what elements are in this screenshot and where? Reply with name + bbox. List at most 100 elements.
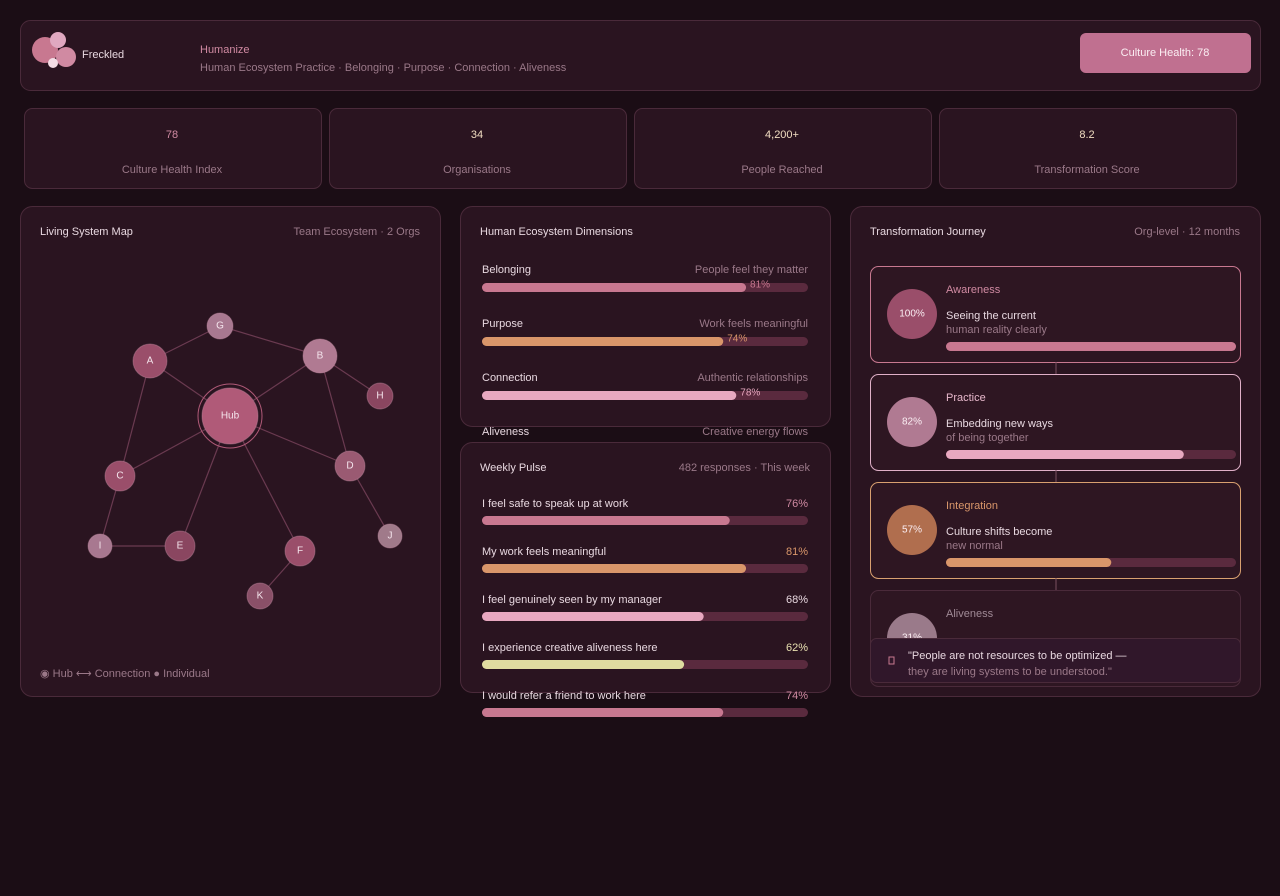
node xyxy=(334,450,366,482)
node xyxy=(302,338,338,374)
bar-fill xyxy=(482,391,737,400)
node-label: J xyxy=(388,531,393,542)
node xyxy=(132,343,168,379)
stage-sub: human reality clearly xyxy=(946,324,1047,336)
pulse-pct: 76% xyxy=(786,498,808,510)
stage-pct: 57% xyxy=(902,525,922,536)
stage-circle xyxy=(887,505,937,555)
bar-fill xyxy=(946,342,1236,351)
node-label: F xyxy=(297,546,303,557)
node xyxy=(284,535,316,567)
subtitle: Human Ecosystem Practice · Belonging · P… xyxy=(200,62,567,74)
dimension-note: Authentic relationships xyxy=(697,372,808,384)
panel-meta: Team Ecosystem · 2 Orgs xyxy=(293,226,420,238)
stage-circle xyxy=(887,289,937,339)
panel-title: Weekly Pulse xyxy=(480,462,546,474)
kpi-card xyxy=(939,108,1237,189)
connection xyxy=(219,325,321,357)
node xyxy=(104,460,136,492)
node-label: A xyxy=(147,356,154,367)
dimension-pct: 74% xyxy=(727,334,747,345)
kpi-value: 4,200+ xyxy=(765,129,799,141)
kpi-card xyxy=(329,108,627,189)
node-label: I xyxy=(99,541,102,552)
logo-dot xyxy=(56,47,76,67)
quote-line: they are living systems to be understood… xyxy=(908,666,1112,678)
pulse-question: I would refer a friend to work here xyxy=(482,690,646,702)
dimension-name: Belonging xyxy=(482,264,531,276)
stage-circle xyxy=(887,397,937,447)
kpi-card xyxy=(634,108,932,189)
node-label: G xyxy=(216,321,224,332)
node-label: D xyxy=(346,461,353,472)
badge-text[interactable]: Culture Health: 78 xyxy=(1121,47,1210,59)
bar-fill xyxy=(482,283,747,292)
stage-pct: 82% xyxy=(902,417,922,428)
node-label: B xyxy=(317,351,324,362)
stage-text: Seeing the current xyxy=(946,310,1036,322)
dimensions-panel xyxy=(460,206,831,427)
logo-dot xyxy=(48,58,58,68)
panel-title: Living System Map xyxy=(40,226,133,238)
node xyxy=(206,312,234,340)
quote-icon xyxy=(888,656,895,665)
stage-sub: of being together xyxy=(946,432,1029,444)
quote-box xyxy=(870,638,1241,683)
kpi-value: 8.2 xyxy=(1079,129,1094,141)
stage-text: Culture shifts become xyxy=(946,526,1052,538)
dimension-pct: 78% xyxy=(740,388,760,399)
panel-title: Transformation Journey xyxy=(870,226,986,238)
node xyxy=(201,387,259,445)
stage-name: Practice xyxy=(946,392,986,404)
dimension-name: Connection xyxy=(482,372,538,384)
dimension-note: Creative energy flows xyxy=(702,426,808,438)
node-label: H xyxy=(376,391,383,402)
node xyxy=(246,582,274,610)
pulse-question: I experience creative aliveness here xyxy=(482,642,657,654)
panel-meta: 482 responses · This week xyxy=(679,462,811,474)
pulse-pct: 62% xyxy=(786,642,808,654)
node xyxy=(164,530,196,562)
bar-fill xyxy=(482,337,724,346)
stage-text: Embedding new ways xyxy=(946,418,1054,430)
node-label: C xyxy=(116,471,123,482)
dimension-name: Purpose xyxy=(482,318,523,330)
node xyxy=(377,523,403,549)
pulse-pct: 81% xyxy=(786,546,808,558)
pulse-question: I feel safe to speak up at work xyxy=(482,498,629,510)
kpi-label: Culture Health Index xyxy=(122,164,223,176)
panel-title: Human Ecosystem Dimensions xyxy=(480,226,633,238)
kpi-value: 34 xyxy=(471,129,483,141)
kpi-label: Transformation Score xyxy=(1034,164,1139,176)
bar-fill xyxy=(482,516,730,525)
connection xyxy=(119,360,151,477)
node-label: K xyxy=(257,591,264,602)
pulse-question: My work feels meaningful xyxy=(482,546,606,558)
dimension-name: Aliveness xyxy=(482,426,530,438)
stage-sub: new normal xyxy=(946,540,1003,552)
bar-fill xyxy=(946,558,1112,567)
hub-ring xyxy=(197,383,263,449)
dimension-pct: 81% xyxy=(750,280,770,291)
bar-fill xyxy=(482,612,704,621)
header xyxy=(20,20,1261,91)
logo-dot xyxy=(50,32,66,48)
pulse-pct: 68% xyxy=(786,594,808,606)
stage-pct: 100% xyxy=(899,309,925,320)
kpi-label: Organisations xyxy=(443,164,511,176)
node xyxy=(366,382,394,410)
dimension-note: Work feels meaningful xyxy=(699,318,808,330)
bar-fill xyxy=(946,450,1184,459)
node-label: Hub xyxy=(221,411,240,422)
kpi-card xyxy=(24,108,322,189)
kpi-value: 78 xyxy=(166,129,178,141)
node-label: E xyxy=(177,541,184,552)
bar-fill xyxy=(482,708,724,717)
pulse-question: I feel genuinely seen by my manager xyxy=(482,594,662,606)
node xyxy=(87,533,113,559)
health-badge[interactable] xyxy=(1080,33,1251,73)
stage-name: Awareness xyxy=(946,284,1001,296)
stage-name: Aliveness xyxy=(946,608,994,620)
